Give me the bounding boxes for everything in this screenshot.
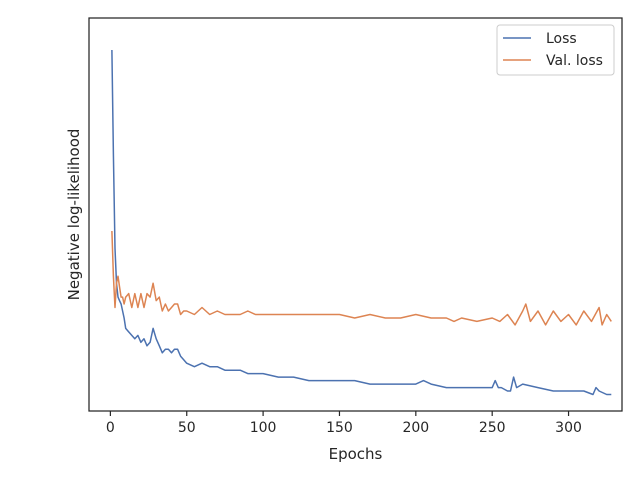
series-line-val-loss xyxy=(111,230,612,326)
x-tick-label: 0 xyxy=(106,420,115,436)
x-tick-label: 250 xyxy=(479,420,506,436)
plot-area xyxy=(111,49,612,396)
legend-label: Loss xyxy=(546,31,577,47)
legend: Loss Val. loss xyxy=(496,24,615,76)
x-tick-label: 300 xyxy=(555,420,582,436)
x-axis-label: Epochs xyxy=(329,445,383,463)
plot-frame xyxy=(88,17,623,412)
x-tick-label: 200 xyxy=(402,420,429,436)
legend-label: Val. loss xyxy=(546,53,603,69)
x-tick-label: 150 xyxy=(326,420,353,436)
x-axis-ticks: 0 50 100 150 200 250 300 xyxy=(106,411,582,436)
x-tick-label: 100 xyxy=(250,420,277,436)
x-tick-label: 50 xyxy=(178,420,196,436)
y-axis-label: Negative log-likelihood xyxy=(65,129,83,301)
series-line-loss xyxy=(111,49,612,396)
